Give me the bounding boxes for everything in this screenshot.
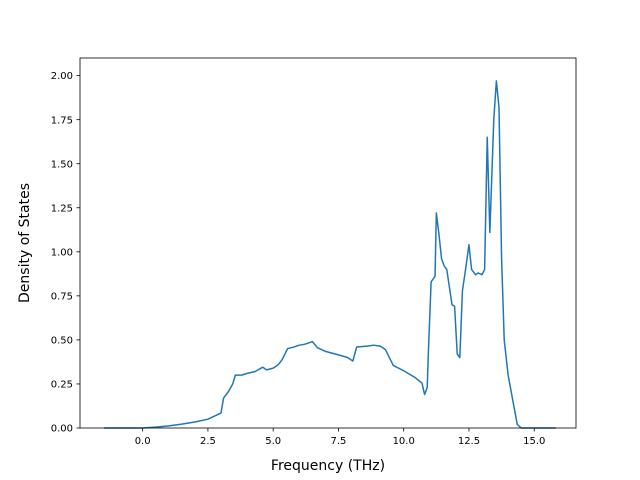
y-tick-label: 0.50	[51, 336, 73, 347]
x-tick-label: 2.5	[200, 436, 216, 447]
y-tick-label: 0.00	[51, 424, 73, 435]
x-tick-label: 7.5	[330, 436, 346, 447]
x-tick-label: 12.5	[458, 436, 480, 447]
series-line-dos	[104, 80, 556, 429]
x-tick-label: 15.0	[523, 436, 545, 447]
y-tick-label: 1.25	[51, 203, 73, 214]
x-tick-label: 0.0	[135, 436, 151, 447]
y-tick-label: 1.00	[51, 247, 73, 258]
plot-frame	[79, 57, 577, 429]
y-tick-label: 1.75	[51, 115, 73, 126]
y-tick-label: 0.75	[51, 291, 73, 302]
x-tick-label: 10.0	[393, 436, 415, 447]
x-axis-label: Frequency (THz)	[271, 458, 385, 474]
y-tick-label: 1.50	[51, 159, 73, 170]
ticks-layer: 0.0 2.5 5.0 7.5 10.0 12.5 15.0 0.00 0.25 0.50 0.75…	[51, 71, 546, 447]
y-tick-label: 2.00	[51, 71, 73, 82]
y-axis-label: Density of States	[17, 183, 33, 303]
x-tick-label: 5.0	[265, 436, 281, 447]
y-tick-label: 0.25	[51, 380, 73, 391]
